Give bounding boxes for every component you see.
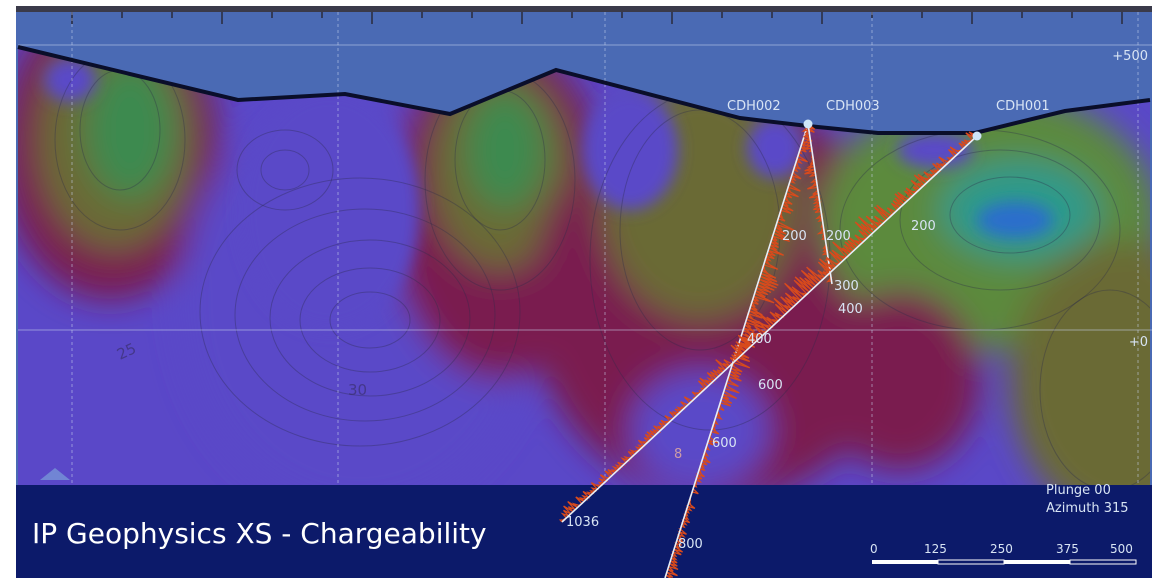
scale-label-375: 375 <box>1056 542 1079 556</box>
depth-label-cdh002-200: 200 <box>782 229 807 244</box>
section-grid <box>18 12 1152 485</box>
hole-trace-cdh003 <box>807 123 833 285</box>
collar-cdh002-cdh003 <box>803 119 813 129</box>
section-marker-icon <box>40 468 70 480</box>
contour-label-30: 30 <box>348 381 367 399</box>
scale-label-250: 250 <box>990 542 1013 556</box>
drillhole-traces <box>558 123 978 578</box>
scale-label-0: 0 <box>870 542 878 556</box>
hole-trace-cdh001 <box>561 135 978 523</box>
plunge-label: Plunge 00 <box>1046 483 1111 498</box>
depth-label-cdh001-1036: 1036 <box>566 515 599 530</box>
collar-cdh001 <box>972 131 982 141</box>
depth-label-cdh003-200: 200 <box>826 229 851 244</box>
azimuth-label: Azimuth 315 <box>1046 501 1129 516</box>
hole-label-cdh003: CDH003 <box>826 99 880 114</box>
scale-label-500: 500 <box>1110 542 1133 556</box>
depth-label-cdh001-400: 400 <box>838 302 863 317</box>
depth-label-cdh003-300: 300 <box>834 279 859 294</box>
scale-label-125: 125 <box>924 542 947 556</box>
contour-label-8: 8 <box>674 447 682 462</box>
scale-segment-2 <box>937 559 1005 565</box>
hole-label-cdh002: CDH002 <box>727 99 781 114</box>
scale-bar: 0 125 250 375 500 <box>870 542 1137 565</box>
hole-label-cdh001: CDH001 <box>996 99 1050 114</box>
depth-label-cdh001-200: 200 <box>911 219 936 234</box>
depth-label-cdh002-800: 800 <box>678 537 703 552</box>
figure-title: IP Geophysics XS - Chargeability <box>32 517 487 550</box>
scale-segment-1 <box>872 560 938 564</box>
scale-segment-3 <box>1004 560 1070 564</box>
elevation-label-500: +500 <box>1112 49 1148 64</box>
depth-label-cdh001-600: 600 <box>758 378 783 393</box>
topography-line <box>17 45 1151 135</box>
scale-segment-4 <box>1069 559 1137 565</box>
depth-label-cdh002-600: 600 <box>712 436 737 451</box>
depth-label-cdh002-400: 400 <box>747 332 772 347</box>
elevation-label-0: +0 <box>1129 335 1148 350</box>
